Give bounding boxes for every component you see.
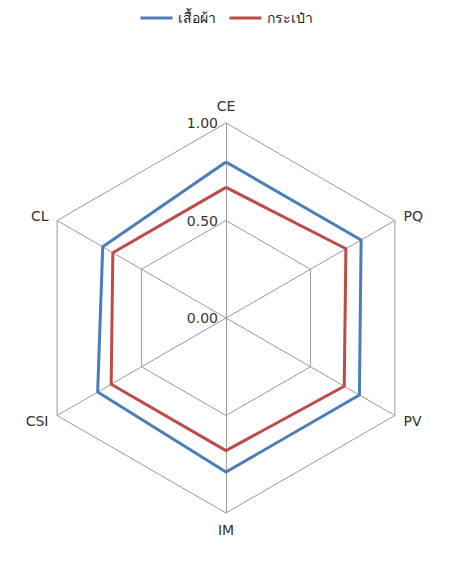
svg-text:1.00: 1.00 [187, 115, 218, 131]
svg-text:CSI: CSI [26, 413, 49, 429]
svg-text:CL: CL [31, 208, 49, 224]
svg-text:0.00: 0.00 [187, 310, 218, 326]
svg-text:IM: IM [218, 522, 234, 538]
svg-text:PV: PV [404, 413, 422, 429]
svg-text:0.50: 0.50 [187, 213, 218, 229]
svg-text:เสื้อผ้า: เสื้อผ้า [178, 8, 216, 26]
svg-text:กระเป๋า: กระเป๋า [267, 10, 313, 26]
svg-text:PQ: PQ [404, 208, 423, 224]
svg-text:CE: CE [217, 98, 236, 114]
